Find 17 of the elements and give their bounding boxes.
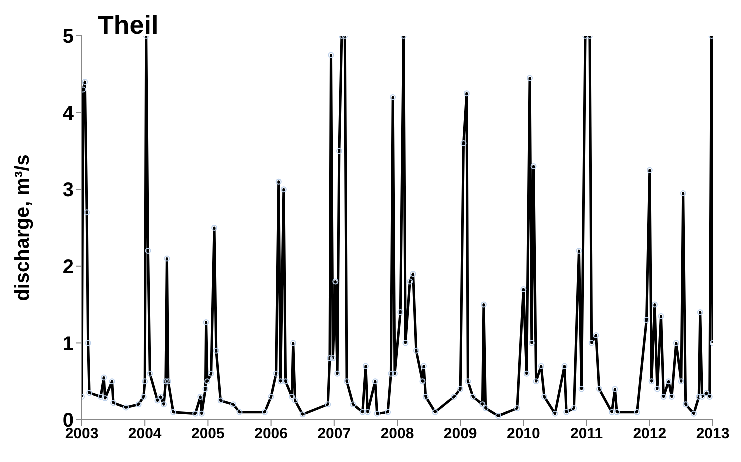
y-tick-label: 4: [62, 102, 75, 125]
y-axis-title: discharge, m³/s: [12, 154, 34, 302]
x-tick-label: 2008: [380, 426, 414, 443]
y-tick-label: 2: [62, 256, 74, 278]
x-tick-label: 2005: [192, 426, 225, 443]
x-tick-label: 2012: [633, 426, 667, 443]
x-tick-label: 2013: [696, 426, 730, 443]
x-tick-label: 2004: [128, 426, 162, 443]
x-tick-label: 2009: [444, 426, 478, 443]
x-tick-label: 2011: [570, 426, 604, 443]
y-tick-label: 5: [62, 26, 74, 48]
y-tick-label: 1: [62, 333, 74, 356]
x-tick-label: 2010: [507, 426, 540, 443]
x-tick-label: 2007: [318, 426, 352, 443]
y-tick-label: 3: [62, 180, 74, 202]
x-tick-label: 2006: [254, 426, 288, 443]
chart-title: Theil: [98, 10, 159, 41]
